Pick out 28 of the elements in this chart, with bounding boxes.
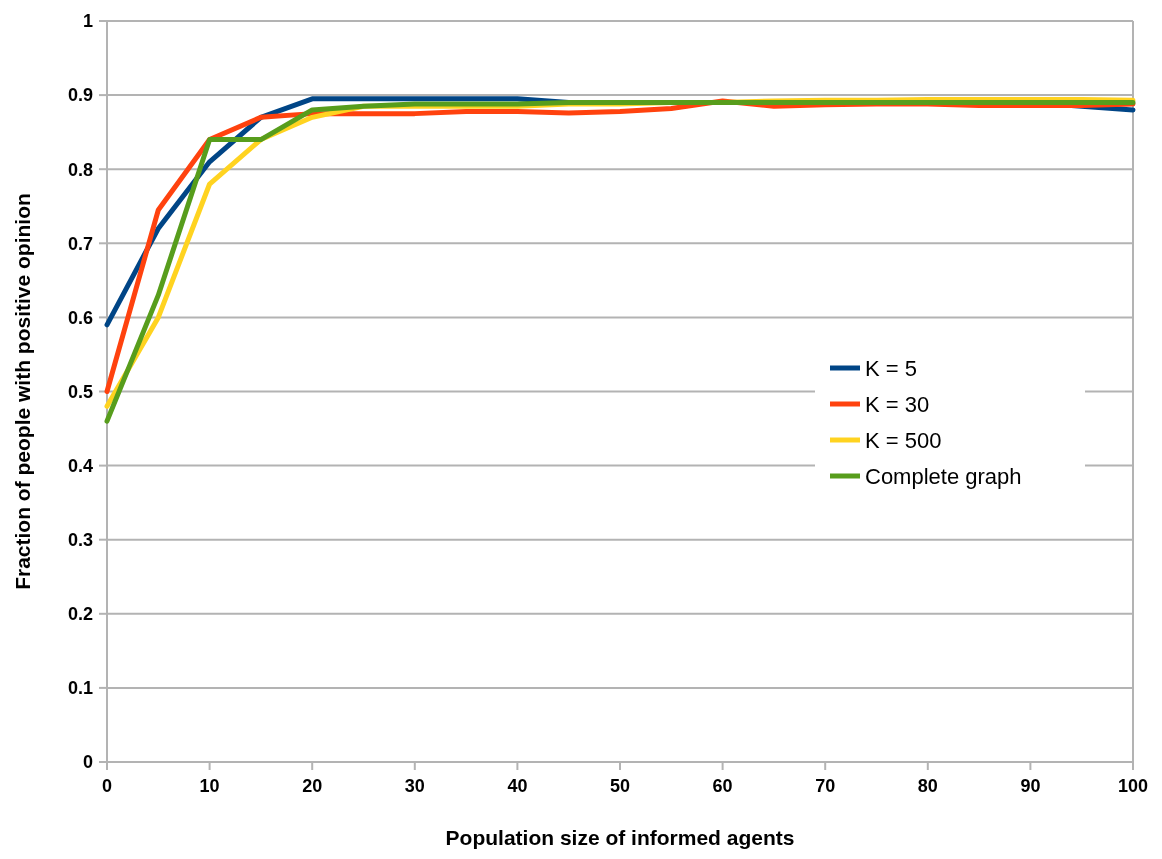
y-tick-label: 0.3 [67, 530, 93, 550]
x-tick-label: 0 [101, 776, 113, 796]
y-tick-label: 0.2 [67, 604, 93, 625]
legend-label: K = 500 [865, 427, 942, 453]
y-tick-label: 0 [82, 752, 93, 773]
x-tick-label: 70 [815, 776, 836, 796]
y-tick-label: 0.6 [67, 307, 93, 328]
legend-label: K = 30 [865, 391, 930, 417]
x-tick-label: 10 [199, 776, 220, 796]
y-tick-label: 0.7 [67, 233, 93, 254]
x-tick-label: 60 [712, 776, 733, 796]
y-tick-label: 0.9 [67, 85, 93, 106]
x-tick-label: 100 [1117, 776, 1149, 796]
y-tick-label: 0.8 [67, 159, 93, 180]
x-tick-label: 40 [507, 776, 528, 796]
x-tick-label: 90 [1020, 776, 1041, 796]
y-tick-label: 0.1 [67, 678, 93, 699]
x-axis-title: Population size of informed agents [445, 826, 795, 849]
x-tick-label: 20 [302, 776, 323, 796]
legend-label: K = 5 [865, 355, 917, 381]
x-tick-label: 30 [404, 776, 425, 796]
y-axis-title: Fraction of people with positive opinion [11, 193, 34, 590]
x-tick-label: 80 [917, 776, 938, 796]
legend-label: Complete graph [865, 463, 1022, 489]
x-tick-label: 50 [609, 776, 631, 796]
y-tick-label: 1 [82, 11, 93, 32]
y-tick-label: 0.4 [67, 455, 93, 476]
y-tick-label: 0.5 [67, 381, 93, 402]
